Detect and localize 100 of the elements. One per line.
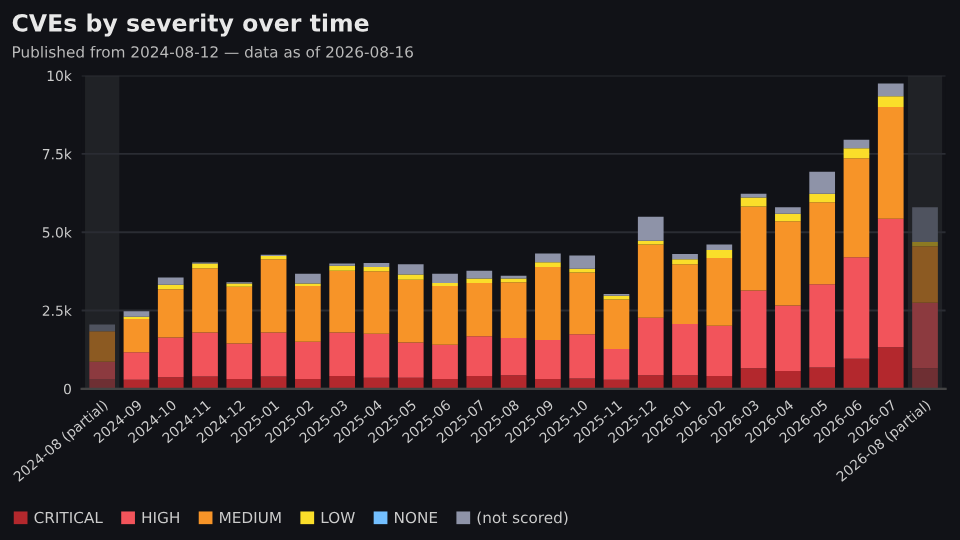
bar (397, 279, 424, 343)
bar (843, 139, 870, 149)
bar (329, 332, 356, 376)
bar (295, 286, 321, 342)
bar (672, 375, 698, 389)
bar (432, 286, 458, 345)
bar (672, 264, 698, 324)
bar (706, 257, 733, 326)
bar (672, 259, 698, 265)
bar (672, 254, 698, 260)
bar (809, 193, 836, 203)
bar (809, 171, 836, 194)
bar (637, 375, 664, 389)
bar (706, 244, 733, 251)
bar (466, 270, 493, 279)
bar (432, 273, 458, 283)
bar (706, 325, 733, 376)
bar (397, 274, 424, 280)
bar (809, 202, 836, 285)
bar (843, 158, 870, 258)
bar (192, 332, 218, 377)
bar (603, 299, 630, 350)
bar (295, 341, 321, 380)
bar (329, 375, 356, 389)
chart-title: CVEs by severity over time (12, 13, 369, 37)
bar (637, 216, 664, 241)
bar (466, 336, 493, 376)
bar (877, 347, 904, 389)
bar (637, 244, 664, 318)
bar (877, 106, 904, 219)
bar (329, 265, 356, 271)
bar (740, 368, 767, 389)
bar (775, 305, 801, 371)
bar (123, 311, 150, 317)
bar (809, 367, 836, 389)
bar (89, 379, 116, 389)
bar (740, 197, 767, 207)
bar (535, 379, 561, 389)
bar (192, 376, 218, 389)
bar (912, 246, 938, 303)
bar (226, 286, 253, 344)
bar (157, 377, 184, 389)
bar (912, 241, 938, 247)
bar (569, 378, 596, 389)
bar (432, 344, 458, 380)
bar (500, 375, 527, 389)
bar (637, 317, 664, 376)
bar (569, 334, 596, 379)
bar (157, 337, 184, 378)
bar (500, 338, 527, 376)
bar (157, 289, 184, 338)
bar (89, 331, 116, 362)
bar (329, 270, 356, 333)
bar (877, 83, 904, 97)
bar (809, 284, 836, 368)
bar (912, 207, 938, 242)
bar (775, 213, 801, 222)
bar (843, 358, 870, 389)
bar (775, 221, 801, 306)
bar (740, 290, 767, 369)
bar (260, 259, 287, 333)
bar (535, 253, 561, 263)
bar (740, 206, 767, 291)
bar (877, 96, 904, 107)
bar (775, 207, 801, 214)
bar (500, 282, 527, 339)
bar (123, 318, 150, 353)
bar (157, 277, 184, 285)
bar (672, 323, 698, 376)
bar (912, 368, 938, 389)
bar (157, 284, 184, 290)
bar (123, 352, 150, 380)
bar (295, 379, 321, 389)
bar (397, 377, 424, 389)
bar (89, 324, 116, 332)
bar (603, 349, 630, 380)
bar (912, 302, 938, 369)
bar (775, 370, 801, 389)
bar (843, 257, 870, 359)
bar (363, 271, 390, 334)
bar (295, 273, 321, 284)
bar (89, 361, 116, 380)
bar (877, 218, 904, 348)
bar (397, 342, 424, 378)
bar (535, 339, 561, 380)
bar (569, 255, 596, 269)
bar (432, 379, 458, 389)
bar (226, 379, 253, 389)
bar (466, 282, 493, 337)
bar (535, 266, 561, 340)
bar (260, 332, 287, 377)
bar (466, 375, 493, 389)
bar (363, 333, 390, 378)
bar (569, 272, 596, 335)
bar (226, 343, 253, 380)
bar (192, 268, 218, 333)
bar (706, 375, 733, 389)
bar (397, 264, 424, 275)
bar (706, 250, 733, 258)
bar (843, 148, 870, 159)
